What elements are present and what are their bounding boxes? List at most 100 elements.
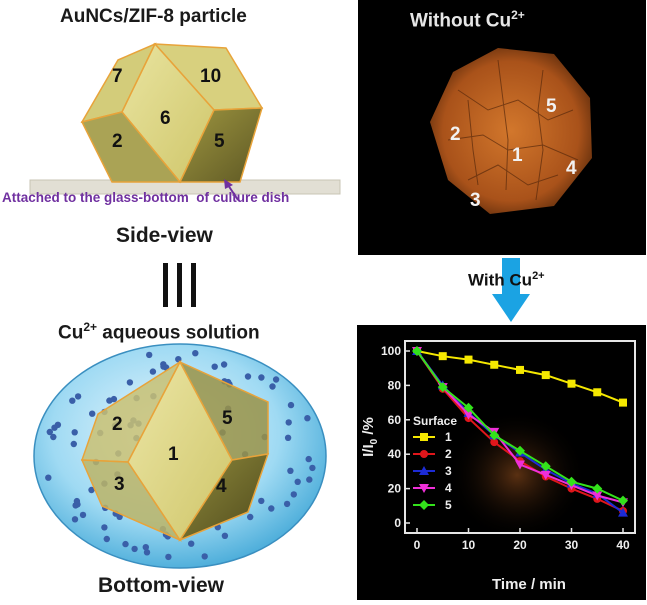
legend-label-5: 5 xyxy=(445,498,452,512)
legend-marker-5 xyxy=(419,500,429,510)
down-arrow-head xyxy=(492,294,530,322)
cu-ion-dot xyxy=(46,428,53,436)
cu-ion-dot xyxy=(304,415,311,422)
series-point-2 xyxy=(490,438,499,447)
cu-ion-dot xyxy=(51,424,58,431)
micro-face-label-2: 2 xyxy=(450,124,461,145)
solution-label-suffix: aqueous solution xyxy=(97,322,260,344)
bottom-face-label-5: 5 xyxy=(222,408,233,429)
cu-ion-dot xyxy=(88,486,95,494)
cu-ion-dot xyxy=(71,516,79,523)
bottom-face-label-3: 3 xyxy=(114,474,125,495)
cu-ion-dot xyxy=(126,379,134,386)
cu-ion-dot xyxy=(221,532,229,539)
cu-ion-dot xyxy=(103,535,111,543)
without-cu-label: Without Cu2+ xyxy=(410,8,525,32)
y-tick-label: 80 xyxy=(388,378,402,392)
cu-ion-dot xyxy=(101,524,108,531)
cu-ion-dot xyxy=(143,549,151,556)
series-point-4 xyxy=(592,491,603,501)
side-face-label-5: 5 xyxy=(214,131,225,152)
cu-ion-dot xyxy=(258,374,265,381)
micrograph-without-cu: 5 2 1 4 3 Without Cu2+ xyxy=(358,0,646,255)
cu-ion-dot xyxy=(309,464,316,472)
x-tick-label: 10 xyxy=(462,538,476,552)
cu-ion-dot xyxy=(220,361,228,368)
down-arrow xyxy=(492,258,530,322)
series-point-4 xyxy=(463,410,474,420)
cu-ion-dot xyxy=(285,419,292,426)
cu-ion-dot xyxy=(73,497,81,505)
y-axis-label-unit: /% xyxy=(360,417,377,439)
with-cu-label: With Cu2+ xyxy=(468,270,545,291)
solution-label-sup: 2+ xyxy=(83,320,98,334)
without-cu-label-text: Without Cu xyxy=(410,10,512,32)
cu-ion-dot xyxy=(244,373,252,380)
series-point-1 xyxy=(619,398,627,407)
cu-ion-dot xyxy=(71,429,78,436)
series-point-1 xyxy=(516,365,524,374)
x-tick-label: 0 xyxy=(414,538,421,552)
y-tick-label: 20 xyxy=(388,482,402,496)
cu-ion-dot xyxy=(211,363,218,370)
chart-panel: 0 10 20 30 40 0 20 40 60 80 100 Surface 1 2 3 4 5 Time … xyxy=(357,325,646,600)
equivalence-bars xyxy=(163,263,197,307)
series-point-1 xyxy=(593,388,602,397)
series-point-5 xyxy=(618,495,628,506)
side-view-label: Side-view xyxy=(116,224,213,247)
y-tick-label: 60 xyxy=(388,413,402,427)
attached-note: Attached to the glass-bottom of culture … xyxy=(2,190,290,205)
side-face-label-10: 10 xyxy=(200,66,221,87)
micro-face-label-4: 4 xyxy=(566,158,577,179)
bottom-view-label: Bottom-view xyxy=(98,574,224,597)
legend-label-2: 2 xyxy=(445,447,452,461)
cu-ion-dot xyxy=(284,434,292,441)
bottom-face-4 xyxy=(178,453,270,542)
y-axis-label-i: I/I xyxy=(360,444,377,457)
series-point-5 xyxy=(489,430,500,441)
cu-ion-dot xyxy=(79,511,87,519)
cu-ion-dot xyxy=(247,513,254,521)
side-face-label-2: 2 xyxy=(112,131,123,152)
bottom-face-label-2: 2 xyxy=(112,414,123,435)
solution-label: Cu2+ aqueous solution xyxy=(58,320,260,344)
cu-ion-dot xyxy=(142,544,149,551)
attach-arrow xyxy=(227,184,239,201)
series-point-1 xyxy=(490,360,499,369)
cu-ion-dot xyxy=(50,433,57,441)
y-tick-label: 40 xyxy=(388,447,402,461)
without-cu-label-sup: 2+ xyxy=(511,8,525,22)
cu-ion-dot xyxy=(165,553,172,561)
micro-face-label-3: 3 xyxy=(470,190,481,211)
crystal-cracks xyxy=(447,59,579,201)
cu-ion-dot xyxy=(146,351,153,359)
particle-title: AuNCs/ZIF-8 particle xyxy=(60,6,247,27)
side-face-label-7: 7 xyxy=(112,66,123,87)
attach-arrowhead xyxy=(224,179,233,189)
cu-ion-dot xyxy=(89,410,96,417)
cu-ion-dot xyxy=(283,500,291,508)
micrograph-svg: 5 2 1 4 3 xyxy=(430,48,592,214)
cu-ion-dot xyxy=(70,440,77,448)
cu-ion-dot xyxy=(258,497,265,505)
side-face-5 xyxy=(178,107,264,183)
side-face-label-6: 6 xyxy=(160,108,171,129)
series-point-5 xyxy=(592,483,603,494)
with-cu-label-text: With Cu xyxy=(468,270,533,290)
y-tick-label: 0 xyxy=(394,516,401,530)
series-point-3 xyxy=(618,507,628,517)
solution-label-prefix: Cu xyxy=(58,322,84,344)
series-point-5 xyxy=(566,476,577,487)
cu-ion-dot xyxy=(201,553,208,560)
legend-label-4: 4 xyxy=(445,481,452,495)
cu-ion-dot xyxy=(294,478,301,485)
series-point-5 xyxy=(540,461,551,472)
down-arrow-shaft xyxy=(502,258,520,296)
cu-ion-dot xyxy=(269,383,276,390)
series-point-4 xyxy=(540,470,551,480)
cu-ion-dot xyxy=(160,363,167,370)
cu-ion-dot xyxy=(122,540,129,548)
legend-label-3: 3 xyxy=(445,464,452,478)
legend-marker-2 xyxy=(420,450,428,458)
y-tick-label: 100 xyxy=(381,344,401,358)
